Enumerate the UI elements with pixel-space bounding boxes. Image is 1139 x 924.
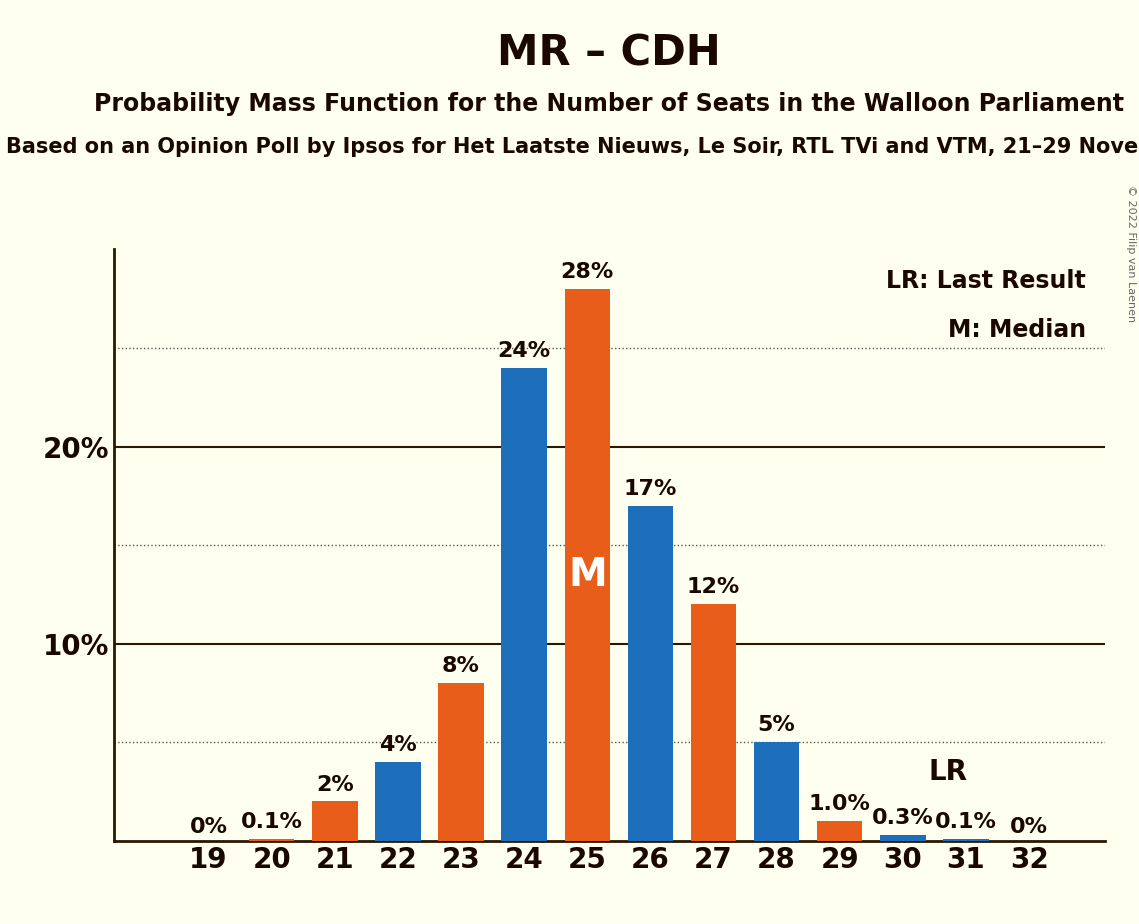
Bar	[690, 604, 736, 841]
Text: 1.0%: 1.0%	[809, 795, 870, 814]
Text: LR: Last Result: LR: Last Result	[886, 269, 1085, 293]
Text: 0%: 0%	[1010, 817, 1048, 837]
Bar	[628, 505, 673, 841]
Text: 0.1%: 0.1%	[240, 812, 303, 832]
Bar	[249, 839, 294, 841]
Text: 0%: 0%	[189, 817, 228, 837]
Text: 28%: 28%	[560, 262, 614, 282]
Bar	[943, 839, 989, 841]
Text: 4%: 4%	[379, 736, 417, 755]
Text: 24%: 24%	[498, 341, 551, 361]
Text: 12%: 12%	[687, 578, 740, 598]
Text: MR – CDH: MR – CDH	[498, 32, 721, 74]
Text: 0.3%: 0.3%	[872, 808, 934, 828]
Text: M: Median: M: Median	[948, 319, 1085, 343]
Text: 17%: 17%	[624, 479, 677, 499]
Bar	[754, 742, 800, 841]
Text: LR: LR	[928, 758, 967, 785]
Text: 0.1%: 0.1%	[935, 812, 997, 832]
Bar	[565, 289, 611, 841]
Bar	[312, 801, 358, 841]
Bar	[880, 835, 926, 841]
Text: 8%: 8%	[442, 656, 480, 676]
Bar	[439, 683, 484, 841]
Text: Probability Mass Function for the Number of Seats in the Walloon Parliament: Probability Mass Function for the Number…	[95, 92, 1124, 116]
Bar	[375, 762, 420, 841]
Text: M: M	[568, 555, 607, 594]
Text: Based on an Opinion Poll by Ipsos for Het Laatste Nieuws, Le Soir, RTL TVi and V: Based on an Opinion Poll by Ipsos for He…	[6, 137, 1139, 157]
Text: 2%: 2%	[316, 774, 354, 795]
Text: © 2022 Filip van Laenen: © 2022 Filip van Laenen	[1126, 185, 1136, 322]
Bar	[501, 368, 547, 841]
Bar	[817, 821, 862, 841]
Text: 5%: 5%	[757, 715, 795, 736]
